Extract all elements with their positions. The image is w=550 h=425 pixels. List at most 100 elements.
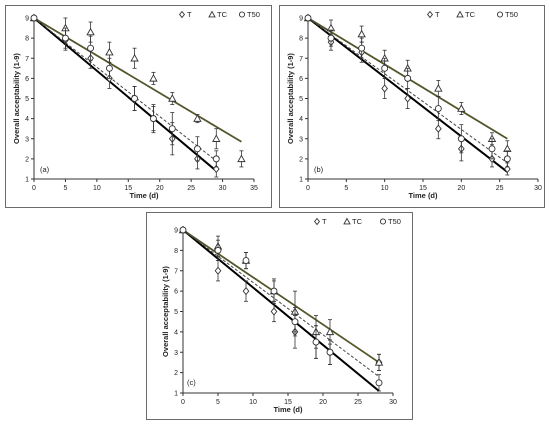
legend-label-tc: TC [465, 10, 476, 19]
data-point-t [214, 266, 222, 275]
y-tick-label: 6 [174, 289, 178, 296]
x-axis-label: Time (d) [273, 405, 303, 414]
y-axis-label: Overall acceptability (1-9) [286, 53, 295, 144]
x-tick-label: 10 [381, 185, 389, 192]
data-point-t50 [326, 348, 334, 356]
y-tick-label: 7 [174, 268, 178, 275]
x-tick-label: 5 [63, 185, 67, 192]
x-tick-label: 15 [124, 185, 132, 192]
legend-marker-t [179, 10, 185, 19]
data-point-tc [105, 47, 114, 56]
legend-label-t: T [187, 10, 192, 19]
y-tick-label: 2 [174, 370, 178, 377]
data-point-tc [457, 104, 466, 112]
data-point-t50 [214, 246, 222, 254]
trend-line-tc [182, 229, 380, 364]
panel-label: (b) [314, 165, 324, 174]
chart-a-svg: 1 2 3 4 5 6 7 8 9 0 5 10 15 20 25 30 35 Time (d) Overall a… [12, 10, 260, 200]
chart-c-svg: 1 2 3 4 5 6 7 8 9 0 5 10 15 20 25 30 Time (d) Overall acc… [161, 217, 401, 414]
legend-label-t: T [322, 217, 327, 226]
legend-label-tc: TC [217, 10, 228, 19]
y-tick-label: 3 [299, 136, 303, 143]
chart-panel-a: 1 2 3 4 5 6 7 8 9 0 5 10 15 20 25 30 35 Time (d) Overall a… [5, 5, 272, 208]
data-point-t50 [375, 379, 383, 387]
legend-marker-t50 [496, 11, 504, 18]
data-point-t50 [270, 287, 278, 295]
legend-label-tc: TC [352, 217, 363, 226]
legend-marker-tc [208, 10, 216, 18]
data-point-t50 [358, 44, 366, 52]
data-point-t50 [149, 115, 157, 123]
data-point-tc [357, 29, 366, 38]
legend-label-t50: T50 [505, 10, 518, 19]
legend-marker-t [427, 10, 433, 19]
x-tick-label: 5 [216, 399, 220, 406]
x-tick-label: 10 [249, 399, 257, 406]
data-point-t50 [381, 64, 389, 72]
trend-line-t50 [182, 229, 380, 378]
chart-b-svg: 1 2 3 4 5 6 7 8 9 0 5 10 15 20 25 30 Time (d) Overall acc… [286, 10, 542, 200]
y-tick-label: 7 [25, 56, 29, 63]
data-point-t50 [404, 74, 412, 82]
data-point-t50 [168, 125, 176, 133]
x-tick-label: 25 [354, 399, 362, 406]
x-tick-label: 20 [156, 185, 164, 192]
data-point-t [270, 307, 278, 316]
y-tick-label: 7 [299, 56, 303, 63]
y-tick-label: 4 [174, 329, 178, 336]
data-point-t50 [87, 44, 95, 52]
x-tick-label: 0 [306, 185, 310, 192]
trend-line-t [182, 229, 380, 392]
data-point-t50 [488, 145, 496, 153]
data-point-tc [86, 27, 95, 36]
data-point-t50 [457, 135, 465, 143]
y-tick-label: 2 [25, 156, 29, 163]
data-point-tc [325, 327, 335, 336]
data-point-t [434, 124, 442, 133]
y-tick-label: 6 [25, 76, 29, 83]
y-axis-label: Overall acceptability (1-9) [161, 266, 170, 357]
x-tick-label: 30 [389, 399, 397, 406]
data-point-t50 [179, 226, 187, 234]
x-tick-label: 35 [250, 185, 258, 192]
legend-marker-t [314, 217, 320, 226]
trend-line-t50 [33, 17, 217, 162]
data-point-t50 [434, 105, 442, 113]
y-tick-label: 4 [25, 116, 29, 123]
data-point-t50 [30, 14, 38, 22]
trend-line-t [33, 17, 217, 172]
y-tick-label: 5 [299, 96, 303, 103]
x-axis-label: Time (d) [129, 191, 159, 200]
y-tick-label: 6 [299, 76, 303, 83]
y-tick-label: 9 [299, 16, 303, 23]
y-tick-label: 8 [174, 248, 178, 255]
y-tick-label: 8 [299, 36, 303, 43]
data-point-tc [149, 73, 158, 82]
y-tick-label: 5 [174, 309, 178, 316]
data-point-t50 [193, 145, 201, 153]
data-point-tc [193, 114, 202, 122]
y-tick-label: 2 [299, 156, 303, 163]
data-point-t50 [304, 14, 312, 22]
x-tick-label: 25 [187, 185, 195, 192]
data-point-t [404, 94, 412, 103]
y-tick-label: 1 [25, 177, 29, 184]
x-tick-label: 5 [344, 185, 348, 192]
panel-label: (a) [40, 165, 50, 174]
x-tick-label: 0 [181, 399, 185, 406]
x-tick-label: 20 [457, 185, 465, 192]
legend-marker-t50 [238, 11, 246, 18]
data-point-tc [130, 53, 139, 62]
x-tick-label: 30 [534, 185, 542, 192]
trend-line-t50 [307, 17, 508, 164]
y-tick-label: 3 [25, 136, 29, 143]
data-point-tc [168, 94, 177, 102]
data-point-tc [212, 134, 221, 142]
x-tick-label: 0 [32, 185, 36, 192]
data-point-t50 [105, 64, 113, 72]
panel-label: (c) [187, 378, 196, 387]
y-axis-label: Overall acceptability (1-9) [12, 53, 21, 144]
legend-marker-tc [456, 10, 464, 18]
y-tick-label: 9 [174, 228, 178, 235]
y-tick-label: 8 [25, 36, 29, 43]
